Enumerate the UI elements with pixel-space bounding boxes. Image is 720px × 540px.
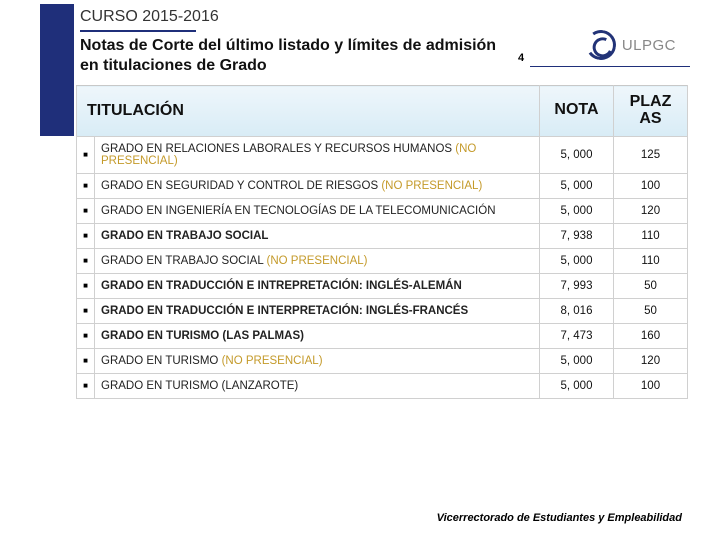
row-nota: 5, 000 — [540, 198, 614, 223]
table-row: ■ GRADO EN TURISMO (LANZAROTE) 5, 000100 — [77, 373, 688, 398]
row-plazas: 100 — [614, 373, 688, 398]
row-title-text: GRADO EN TURISMO — [101, 355, 222, 367]
row-nota: 5, 000 — [540, 136, 614, 173]
page-subtitle: Notas de Corte del último listado y lími… — [80, 36, 500, 76]
row-nota: 7, 473 — [540, 323, 614, 348]
table-row: ■GRADO EN TURISMO (NO PRESENCIAL)5, 0001… — [77, 348, 688, 373]
row-nota: 7, 993 — [540, 273, 614, 298]
row-bullet: ■ — [77, 173, 95, 198]
col-nota: NOTA — [540, 86, 614, 137]
row-title-text: GRADO EN TURISMO (LANZAROTE) — [101, 380, 298, 392]
ulpgc-logo: ULPGC — [586, 30, 676, 60]
row-title-text: GRADO EN TRADUCCIÓN E INTERPRETACIÓN: IN… — [101, 305, 468, 317]
row-bullet: ■ — [77, 136, 95, 173]
ulpgc-logo-text: ULPGC — [622, 37, 676, 54]
row-plazas: 120 — [614, 198, 688, 223]
footer-text: Vicerrectorado de Estudiantes y Empleabi… — [437, 512, 682, 524]
row-plazas: 110 — [614, 248, 688, 273]
row-title: GRADO EN TRABAJO SOCIAL (NO PRESENCIAL) — [95, 248, 540, 273]
table-body: ■ GRADO EN RELACIONES LABORALES Y RECURSO… — [77, 136, 688, 398]
row-bullet: ■ — [77, 298, 95, 323]
row-title-text: GRADO EN TRADUCCIÓN E INTREPRETACIÓN: IN… — [101, 280, 462, 292]
row-title-text: GRADO EN TRABAJO SOCIAL — [101, 255, 267, 267]
row-plazas: 50 — [614, 273, 688, 298]
row-title-text: GRADO EN SEGURIDAD Y CONTROL DE RIESGOS — [101, 180, 381, 192]
table-row: ■ GRADO EN TRADUCCIÓN E INTERPRETACIÓN: I… — [77, 298, 688, 323]
row-nota: 5, 000 — [540, 173, 614, 198]
row-plazas: 110 — [614, 223, 688, 248]
table-row: ■ GRADO EN TRABAJO SOCIAL 7, 938110 — [77, 223, 688, 248]
row-nota: 5, 000 — [540, 248, 614, 273]
row-no-presencial-tag: (NO PRESENCIAL) — [222, 355, 323, 367]
table-row: ■ GRADO EN INGENIERÍA EN TECNOLOGÍAS DE L… — [77, 198, 688, 223]
row-title-text: GRADO EN TRABAJO SOCIAL — [101, 230, 268, 242]
row-title: GRADO EN INGENIERÍA EN TECNOLOGÍAS DE LA… — [95, 198, 540, 223]
course-underline — [80, 30, 196, 32]
table-header-row: TITULACIÓN NOTA PLAZAS — [77, 86, 688, 137]
table-row: ■GRADO EN SEGURIDAD Y CONTROL DE RIESGOS… — [77, 173, 688, 198]
row-title: GRADO EN TRADUCCIÓN E INTERPRETACIÓN: IN… — [95, 298, 540, 323]
row-title: GRADO EN TRABAJO SOCIAL — [95, 223, 540, 248]
row-bullet: ■ — [77, 248, 95, 273]
ulpgc-swirl-icon — [583, 28, 618, 63]
row-title: GRADO EN TRADUCCIÓN E INTREPRETACIÓN: IN… — [95, 273, 540, 298]
col-titulacion: TITULACIÓN — [77, 86, 540, 137]
row-plazas: 100 — [614, 173, 688, 198]
page-number: 4 — [518, 52, 524, 64]
row-title: GRADO EN SEGURIDAD Y CONTROL DE RIESGOS … — [95, 173, 540, 198]
row-plazas: 50 — [614, 298, 688, 323]
table-row: ■GRADO EN TRABAJO SOCIAL (NO PRESENCIAL)… — [77, 248, 688, 273]
row-bullet: ■ — [77, 273, 95, 298]
table-row: ■ GRADO EN RELACIONES LABORALES Y RECURSO… — [77, 136, 688, 173]
row-plazas: 125 — [614, 136, 688, 173]
row-bullet: ■ — [77, 348, 95, 373]
row-title-text: GRADO EN RELACIONES LABORALES Y RECURSOS… — [101, 143, 455, 155]
row-bullet: ■ — [77, 223, 95, 248]
row-title: GRADO EN TURISMO (NO PRESENCIAL) — [95, 348, 540, 373]
row-plazas: 160 — [614, 323, 688, 348]
row-title: GRADO EN RELACIONES LABORALES Y RECURSOS… — [95, 136, 540, 173]
left-accent-bar — [40, 4, 74, 136]
row-bullet: ■ — [77, 373, 95, 398]
row-bullet: ■ — [77, 198, 95, 223]
row-title-text: GRADO EN INGENIERÍA EN TECNOLOGÍAS DE LA… — [101, 205, 496, 217]
logo-underline — [530, 66, 690, 67]
row-no-presencial-tag: (NO PRESENCIAL) — [381, 180, 482, 192]
row-nota: 5, 000 — [540, 348, 614, 373]
row-no-presencial-tag: (NO PRESENCIAL) — [267, 255, 368, 267]
row-bullet: ■ — [77, 323, 95, 348]
row-title-text: GRADO EN TURISMO (LAS PALMAS) — [101, 330, 304, 342]
table-row: ■ GRADO EN TRADUCCIÓN E INTREPRETACIÓN: I… — [77, 273, 688, 298]
course-title: CURSO 2015-2016 — [80, 8, 219, 26]
row-nota: 7, 938 — [540, 223, 614, 248]
table-row: ■ GRADO EN TURISMO (LAS PALMAS) 7, 473160 — [77, 323, 688, 348]
row-title: GRADO EN TURISMO (LAS PALMAS) — [95, 323, 540, 348]
row-nota: 8, 016 — [540, 298, 614, 323]
row-nota: 5, 000 — [540, 373, 614, 398]
row-plazas: 120 — [614, 348, 688, 373]
col-plazas: PLAZAS — [614, 86, 688, 137]
grades-table: TITULACIÓN NOTA PLAZAS ■ GRADO EN RELACIO… — [76, 85, 688, 399]
row-title: GRADO EN TURISMO (LANZAROTE) — [95, 373, 540, 398]
